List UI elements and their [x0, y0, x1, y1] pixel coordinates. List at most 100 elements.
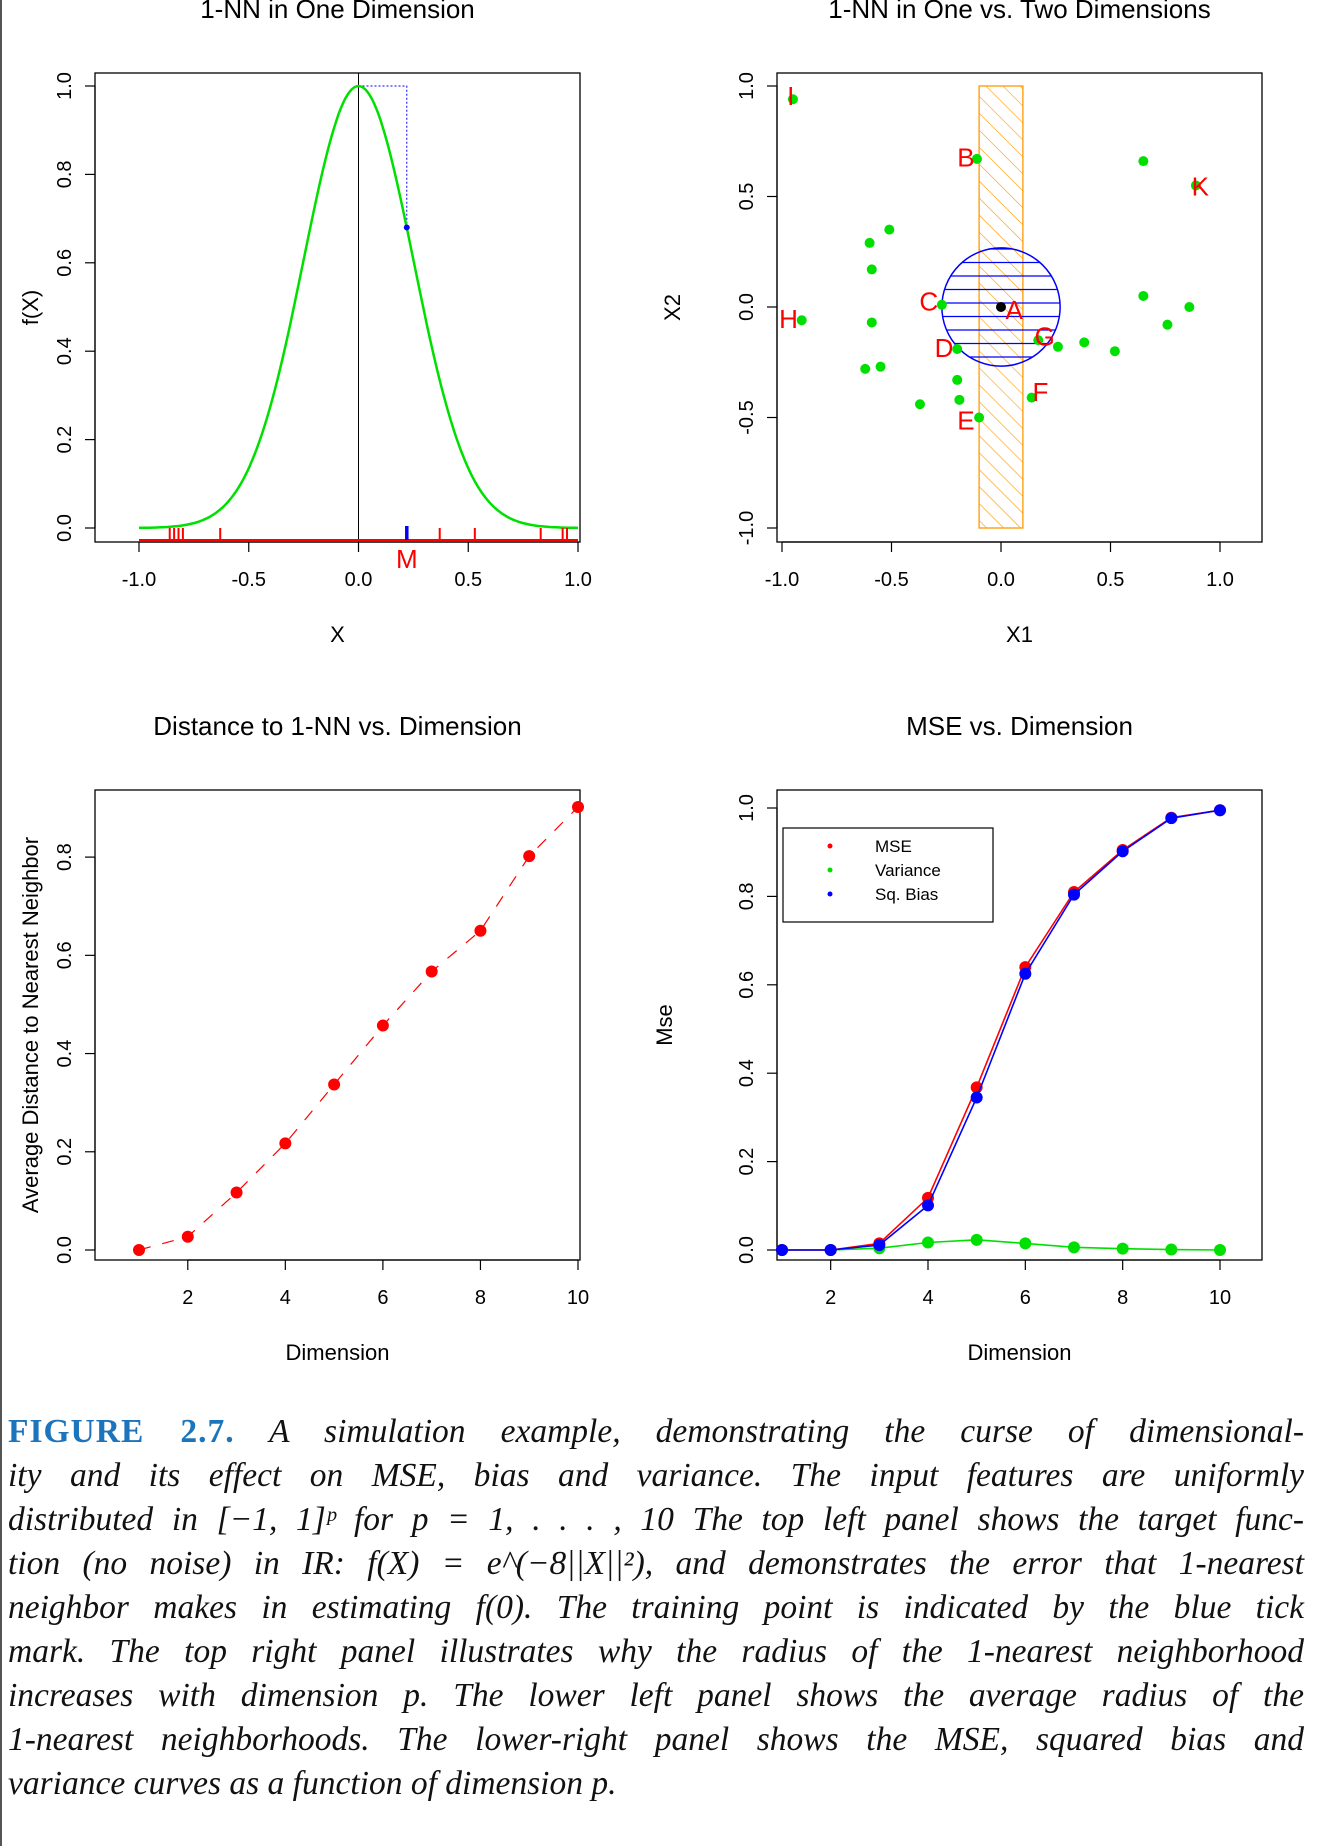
point-label: A: [1005, 295, 1023, 325]
x-axis-label: Dimension: [286, 1340, 390, 1365]
x-tick-label: 0.0: [345, 569, 373, 591]
target-point: [996, 302, 1006, 312]
x-tick-label: 8: [475, 1287, 486, 1309]
series-point-sq-bias: [1165, 812, 1178, 825]
panel-1nn-one-vs-two-dimensions: 1-NN in One vs. Two Dimensions -1.0 -0.5 0.…: [660, 0, 1263, 647]
series-point-sq-bias: [970, 1091, 983, 1104]
distance-point: [523, 850, 536, 863]
training-point: [866, 317, 877, 328]
point-label: B: [957, 143, 974, 173]
point-label: D: [935, 333, 954, 363]
x-tick-label: 0.5: [1097, 569, 1125, 591]
distance-point: [425, 965, 438, 978]
series-point-sq-bias: [1068, 888, 1080, 901]
y-axis-label: f(X): [18, 290, 43, 325]
y-axis-label: Average Distance to Nearest Neighbor: [18, 837, 43, 1213]
x-tick-label: 0.5: [454, 569, 482, 591]
training-point: [1026, 392, 1037, 403]
error-dotted-guide: [358, 85, 408, 228]
left-frame-line: [0, 0, 2, 1846]
point-label: K: [1192, 171, 1210, 201]
distance-point: [572, 801, 584, 814]
series-point-variance: [1214, 1244, 1226, 1256]
caption-line-9: variance curves as a function of dimensi…: [8, 1765, 617, 1802]
caption-line-7: increases with dimension p. The lower le…: [8, 1677, 1304, 1714]
y-tick-label: 0.6: [736, 971, 758, 999]
legend-label: Sq. Bias: [875, 885, 938, 904]
series-point-variance: [1068, 1241, 1080, 1254]
caption-line-6: mark. The top right panel illustrates wh…: [8, 1633, 1304, 1670]
series-point-sq-bias: [922, 1199, 934, 1212]
point-label: C: [919, 286, 938, 316]
caption-figure-label: FIGURE 2.7.: [8, 1413, 235, 1450]
training-point: [1184, 302, 1195, 312]
training-point: [866, 264, 877, 275]
caption-line-3: distributed in [−1, 1]ᵖ for p = 1, . . .…: [8, 1501, 1304, 1538]
series-point-variance: [922, 1236, 934, 1249]
y-tick-label: 0.4: [54, 1040, 76, 1068]
legend-box: [782, 827, 994, 923]
point-label: E: [957, 406, 974, 436]
caption-line-2: ity and its effect on MSE, bias and vari…: [8, 1457, 1304, 1494]
training-point: [952, 343, 963, 354]
x-tick-label: 4: [280, 1287, 291, 1309]
training-point: [796, 315, 807, 326]
y-tick-label: 0.2: [54, 1138, 76, 1166]
series-point-sq-bias: [776, 1244, 788, 1256]
training-point: [787, 94, 798, 105]
distance-point: [133, 1244, 145, 1256]
y-tick-label: 1.0: [736, 72, 758, 100]
y-tick-label: 0.5: [736, 183, 758, 211]
training-point: [1138, 156, 1149, 167]
panel-mse-vs-dimension: MSE vs. Dimension 2 4 6 8 10 Dimension 0.0 0.2 0.…: [652, 711, 1263, 1365]
panel-title: 1-NN in One Dimension: [200, 0, 475, 24]
point-label: F: [1032, 377, 1048, 407]
point-label: G: [1035, 322, 1055, 352]
y-tick-label: 0.4: [54, 337, 76, 365]
x-tick-label: 6: [377, 1287, 388, 1309]
x-axis-label: X1: [1006, 622, 1033, 647]
y-tick-label: 0.0: [736, 293, 758, 321]
plot-box: [94, 789, 581, 1261]
training-point: [1079, 337, 1090, 348]
training-point: [1052, 341, 1063, 352]
figure-caption: FIGURE 2.7. A simulation example, demons…: [8, 1410, 1304, 1806]
training-point: [1109, 346, 1120, 357]
series-point-variance: [1019, 1237, 1032, 1250]
x-tick-label: -1.0: [765, 569, 799, 591]
training-point: [936, 299, 947, 310]
x-tick-label: 0.0: [987, 569, 1015, 591]
x-tick-label: 2: [182, 1287, 193, 1309]
distance-dashed-line: [138, 806, 579, 1251]
y-tick-label: 0.8: [54, 843, 76, 871]
nearest-neighbor-point: [403, 224, 410, 231]
caption-line-1: A simulation example, demonstrating the …: [269, 1413, 1304, 1450]
legend-label: Variance: [875, 861, 941, 880]
point-label: H: [779, 304, 798, 334]
x-tick-label: 8: [1117, 1287, 1128, 1309]
x-tick-label: 6: [1020, 1287, 1031, 1309]
series-point-sq-bias: [1214, 804, 1226, 817]
training-point: [860, 363, 871, 374]
x-tick-label: -0.5: [874, 569, 908, 591]
training-point: [914, 399, 925, 410]
x-tick-label: 1.0: [1206, 569, 1234, 591]
y-tick-label: 0.6: [54, 941, 76, 969]
y-tick-label: 0.8: [54, 160, 76, 188]
y-tick-label: 0.4: [736, 1059, 758, 1087]
x-tick-label: 10: [567, 1287, 589, 1309]
series-line-variance: [782, 1238, 1221, 1251]
y-tick-label: 0.8: [736, 882, 758, 910]
legend-marker: [827, 891, 833, 897]
panel-distance-vs-dimension: Distance to 1-NN vs. Dimension 2 4 6 8 10 Dime…: [18, 711, 589, 1365]
legend-marker: [827, 867, 833, 873]
x-tick-label: 2: [825, 1287, 836, 1309]
series-point-variance: [1116, 1242, 1129, 1255]
point-label: I: [787, 81, 794, 111]
series-point-sq-bias: [1019, 967, 1032, 980]
panel-title: MSE vs. Dimension: [906, 711, 1133, 741]
nearest-label: M: [396, 544, 418, 574]
panel-1nn-one-dimension: 1-NN in One Dimension -1.0 -0.5 0.0 0.5 1.0 X 0…: [18, 0, 592, 647]
y-tick-label: 0.0: [736, 1236, 758, 1264]
training-point: [1033, 335, 1044, 346]
